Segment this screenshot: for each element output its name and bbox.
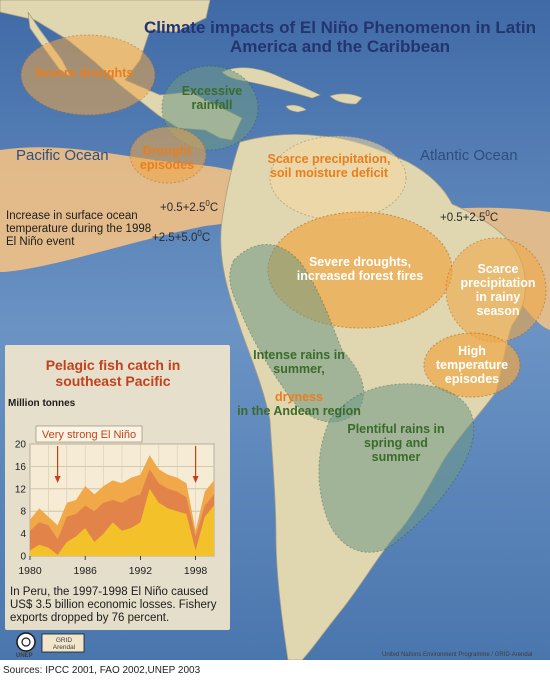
sources-bar: Sources: IPCC 2001, FAO 2002,UNEP 2003 bbox=[0, 660, 550, 681]
pacific-ocean-label: Pacific Ocean bbox=[16, 147, 109, 164]
x-tick-label: 1998 bbox=[184, 565, 208, 577]
series-area-3 bbox=[30, 488, 214, 556]
el-nino-arrowhead bbox=[54, 476, 61, 483]
zone-plentiful-rains bbox=[318, 383, 475, 553]
y-tick-label: 4 bbox=[20, 529, 26, 540]
scarce-precipitation-rainy-label: Scarce precipitation in rainy season bbox=[460, 262, 536, 318]
zone-excessive-rainfall bbox=[161, 65, 259, 151]
fish-chart-title: Pelagic fish catch in southeast Pacific bbox=[45, 357, 181, 389]
jamaica-island bbox=[285, 104, 307, 113]
intense-rains-text: Intense rains in summer, bbox=[253, 348, 345, 376]
severe-droughts-mexico-label: Severe droughts bbox=[34, 66, 134, 80]
el-nino-arrowhead bbox=[192, 476, 199, 483]
y-tick-label: 20 bbox=[15, 440, 27, 451]
y-tick-label: 12 bbox=[15, 484, 27, 495]
sources-text: Sources: IPCC 2001, FAO 2002,UNEP 2003 bbox=[3, 665, 201, 676]
x-tick-label: 1992 bbox=[129, 565, 153, 577]
zone-severe-droughts-mexico bbox=[20, 34, 156, 116]
intense-rains-label: Intense rains in summer, dryness in the … bbox=[234, 334, 364, 418]
atlantic-ocean-label: Atlantic Ocean bbox=[420, 147, 518, 164]
y-tick-label: 16 bbox=[15, 462, 27, 473]
zone-scarce-precipitation-rainy bbox=[445, 237, 547, 343]
unep-logo bbox=[16, 632, 36, 652]
grid-arendal-logo bbox=[41, 633, 85, 653]
fish-chart-ylabel: Million tonnes bbox=[8, 398, 76, 409]
fish-catch-chart: 0 4 8 12 16 20 1980 1986 1992 1998 Very strong El … bbox=[15, 425, 215, 577]
economic-loss-note: In Peru, the 1997-1998 El Niño caused US… bbox=[10, 586, 217, 624]
atlantic-temp: +0.5+2.50C bbox=[440, 209, 499, 224]
map-title: Climate impacts of El Niño Phenomenon in… bbox=[144, 18, 536, 57]
y-tick-label: 0 bbox=[20, 552, 26, 563]
hispaniola-island bbox=[329, 93, 363, 105]
severe-droughts-fires-label: Severe droughts, increased forest fires bbox=[296, 255, 424, 283]
pacific-warm-plume bbox=[0, 147, 290, 272]
grid-arendal-text: GRID Arendal bbox=[52, 637, 76, 652]
unep-label: UNEP bbox=[16, 653, 33, 659]
zone-scarce-precipitation bbox=[269, 135, 407, 221]
x-tick-label: 1986 bbox=[74, 565, 98, 577]
y-tick-label: 8 bbox=[20, 507, 26, 518]
zone-high-temperature bbox=[423, 332, 521, 398]
pacific-temp-lower: +2.5+5.00C bbox=[152, 229, 211, 244]
zone-drought-episodes bbox=[129, 126, 207, 184]
excessive-rainfall-label: Excessive rainfall bbox=[181, 84, 243, 112]
x-tick-label: 1980 bbox=[18, 565, 42, 577]
dryness-word: dryness bbox=[275, 390, 323, 404]
scarce-precipitation-label: Scarce precipitation, soil moisture defi… bbox=[267, 152, 391, 180]
pacific-temp-upper: +0.5+2.50C bbox=[160, 199, 219, 214]
plentiful-rains-label: Plentiful rains in spring and summer bbox=[347, 422, 445, 464]
credit-line: United Nations Environment Programme / G… bbox=[382, 652, 533, 658]
annotation-box bbox=[35, 425, 143, 443]
andean-region-text: in the Andean region bbox=[237, 404, 361, 418]
annotation-label: Very strong El Niño bbox=[42, 429, 136, 441]
sst-note: Increase in surface ocean temperature du… bbox=[6, 210, 152, 248]
drought-episodes-label: Drought episodes bbox=[139, 144, 195, 172]
high-temperature-label: High temperature episodes bbox=[435, 344, 509, 386]
